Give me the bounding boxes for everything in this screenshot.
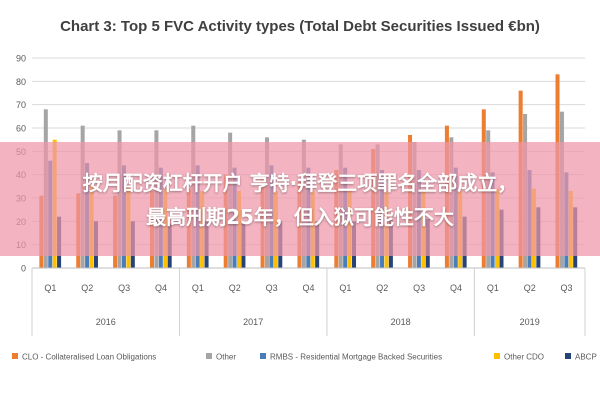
x-tick-label: Q4 bbox=[155, 283, 167, 293]
x-tick-label: Q3 bbox=[413, 283, 425, 293]
x-tick-label: Q1 bbox=[487, 283, 499, 293]
y-tick-label: 90 bbox=[16, 54, 26, 64]
overlay-banner bbox=[0, 142, 600, 256]
x-axis: Q1 Q2 Q3 Q4 Q1 Q2 Q3 Q4 Q1 Q2 Q3 Q4 Q1 Q2 Q3 2016 2017 20… bbox=[31, 267, 586, 336]
year-label: 2019 bbox=[520, 317, 540, 327]
x-tick-label: Q3 bbox=[266, 283, 278, 293]
legend-swatch bbox=[494, 353, 500, 359]
x-tick-label: Q2 bbox=[229, 283, 241, 293]
legend-label: CLO - Collateralised Loan Obligations bbox=[22, 353, 156, 362]
legend-label: Other bbox=[216, 353, 236, 362]
x-tick-label: Q4 bbox=[450, 283, 462, 293]
overlay-caption-line-2: 最高刑期25年，但入狱可能性不大 bbox=[146, 205, 454, 229]
year-label: 2016 bbox=[96, 317, 116, 327]
overlay-caption: 按月配资杠杆开户 亨特·拜登三项罪名全部成立， 最高刑期25年，但入狱可能性不大 bbox=[0, 166, 600, 234]
y-tick-label: 70 bbox=[16, 100, 26, 110]
x-tick-label: Q2 bbox=[524, 283, 536, 293]
overlay-caption-line-1: 按月配资杠杆开户 亨特·拜登三项罪名全部成立， bbox=[82, 171, 518, 195]
chart-legend: CLO - Collateralised Loan Obligations Oth… bbox=[12, 353, 597, 362]
x-tick-label: Q1 bbox=[192, 283, 204, 293]
legend-label: ABCP bbox=[575, 353, 597, 362]
year-label: 2018 bbox=[391, 317, 411, 327]
legend-swatch bbox=[206, 353, 212, 359]
y-tick-label: 80 bbox=[16, 77, 26, 87]
year-label: 2017 bbox=[243, 317, 263, 327]
x-tick-label: Q1 bbox=[339, 283, 351, 293]
x-tick-label: Q1 bbox=[44, 283, 56, 293]
legend-swatch bbox=[12, 353, 18, 359]
x-tick-label: Q2 bbox=[376, 283, 388, 293]
y-tick-label: 60 bbox=[16, 124, 26, 134]
legend-swatch bbox=[565, 353, 571, 359]
legend-label: RMBS - Residential Mortgage Backed Secur… bbox=[270, 353, 442, 362]
chart-title: Chart 3: Top 5 FVC Activity types (Total… bbox=[60, 18, 540, 35]
x-tick-label: Q2 bbox=[81, 283, 93, 293]
legend-label: Other CDO bbox=[504, 353, 544, 362]
x-tick-label: Q3 bbox=[118, 283, 130, 293]
x-tick-label: Q4 bbox=[302, 283, 314, 293]
x-tick-label: Q3 bbox=[561, 283, 573, 293]
legend-swatch bbox=[260, 353, 266, 359]
y-tick-label: 0 bbox=[21, 264, 26, 274]
